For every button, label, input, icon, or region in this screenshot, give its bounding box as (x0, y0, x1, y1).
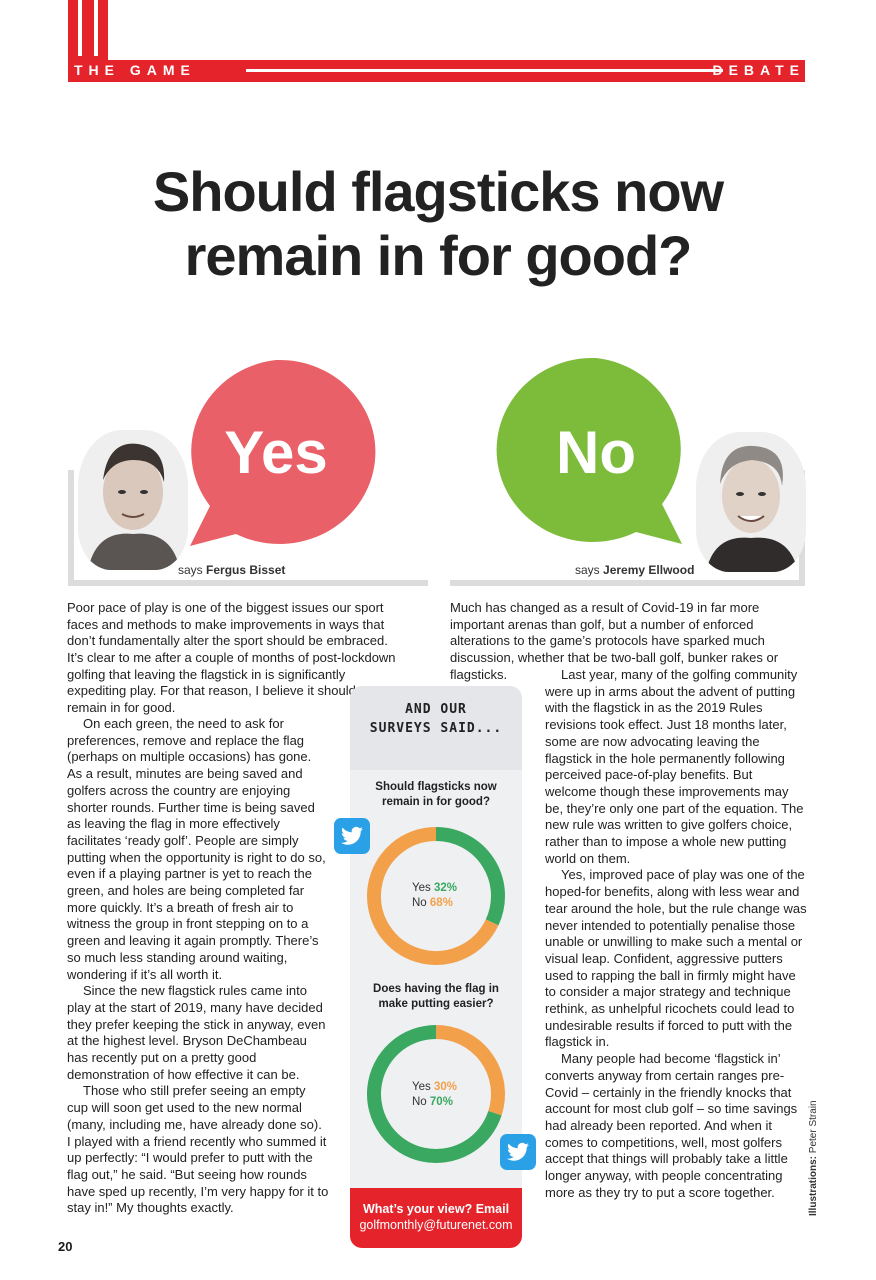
survey-1-yes-value: 32% (433, 882, 457, 894)
yes-paragraph-4: Since the new flagstick rules came into … (67, 983, 326, 1082)
survey-heading-line-2: SURVEYS SAID... (369, 721, 503, 736)
band-divider (246, 69, 723, 72)
yes-paragraph-3: On each green, the need to ask for prefe… (67, 716, 326, 982)
survey-donut-2 (367, 1025, 505, 1163)
no-paragraph-3: Many people had become ‘flagstick in’ co… (545, 1051, 798, 1200)
no-intro-paragraph: Much has changed as a result of Covid-19… (450, 600, 779, 682)
survey-result-1: Yes 32% No 68% (412, 881, 457, 911)
tab-stripe (78, 0, 82, 56)
section-label-left: THE GAME (74, 62, 196, 78)
fergus-bisset-portrait (78, 430, 188, 570)
no-author: Jeremy Ellwood (603, 563, 695, 577)
yes-paragraph-2: It’s clear to me after a couple of month… (67, 650, 396, 716)
twitter-icon (500, 1134, 536, 1170)
cta-prompt: What’s your view? Email (362, 1202, 510, 1216)
donut-slice-yes (435, 827, 505, 926)
survey-question-2: Does having the flag in make putting eas… (373, 983, 499, 1010)
yes-author: Fergus Bisset (206, 563, 286, 577)
page-number: 20 (58, 1239, 73, 1254)
title-line-1: Should flagsticks now (152, 160, 724, 223)
survey-2-no-value: 70% (429, 1096, 453, 1108)
donut-slice-no (367, 1025, 502, 1163)
survey-question-1: Should flagsticks now remain in for good… (375, 781, 497, 808)
no-says: says (575, 563, 600, 577)
survey-result-2: Yes 30% No 70% (412, 1080, 457, 1110)
survey-2-yes-row: Yes 30% (412, 1080, 457, 1095)
yes-byline: says Fergus Bisset (178, 563, 285, 577)
survey-1-no-label: No (412, 897, 427, 909)
donut-slice-no (367, 827, 499, 965)
yes-says: says (178, 563, 203, 577)
survey-2-no-label: No (412, 1096, 427, 1108)
credit-label: Illustrations: (808, 1155, 819, 1216)
yes-paragraph-1: Poor pace of play is one of the biggest … (67, 600, 388, 649)
no-speech-bubble (496, 357, 682, 544)
survey-1-yes-row: Yes 32% (412, 881, 457, 896)
yes-word: Yes (224, 419, 328, 486)
no-paragraph-1: Last year, many of the golfing community… (545, 667, 804, 866)
survey-header (350, 686, 522, 770)
illustration-credit: Illustrations: Peter Strain (808, 1100, 819, 1216)
no-word: No (556, 419, 636, 486)
section-label-right: DEBATE (712, 62, 805, 78)
email-cta[interactable]: What’s your view? Email golfmonthly@futu… (350, 1188, 522, 1248)
page-title: Should flagsticks now remain in for good… (40, 160, 836, 288)
jeremy-ellwood-portrait (696, 432, 806, 572)
survey-donut-1 (367, 827, 505, 965)
yes-article-body: On each green, the need to ask for prefe… (67, 716, 329, 1217)
section-band: THE GAME DEBATE (68, 60, 805, 82)
survey-heading-line-1: AND OUR (405, 702, 467, 717)
no-paragraph-2: Yes, improved pace of play was one of th… (545, 867, 807, 1050)
survey-2-no-row: No 70% (412, 1095, 457, 1110)
yes-article-top: Poor pace of play is one of the biggest … (67, 600, 413, 650)
survey-heading: AND OUR SURVEYS SAID... (350, 700, 522, 738)
survey-2-yes-value: 30% (433, 1081, 457, 1093)
yes-frame (68, 470, 428, 586)
title-line-2: remain in for good? (184, 224, 693, 287)
no-article-body: Last year, many of the golfing community… (545, 667, 807, 1202)
cta-email-link[interactable]: golfmonthly@futurenet.com (359, 1218, 513, 1232)
survey-1-no-value: 68% (429, 897, 453, 909)
donut-slice-yes (435, 1025, 505, 1116)
no-article-intro: Much has changed as a result of Covid-19… (450, 600, 806, 684)
yes-article-mid: It’s clear to me after a couple of month… (67, 650, 401, 717)
yes-paragraph-5: Those who still prefer seeing an empty c… (67, 1083, 329, 1216)
yes-speech-bubble (190, 359, 376, 546)
credit-name: Peter Strain (808, 1100, 819, 1154)
no-byline: says Jeremy Ellwood (575, 563, 694, 577)
header-tab (68, 0, 108, 62)
twitter-icon (334, 818, 370, 854)
survey-2-yes-label: Yes (412, 1081, 431, 1093)
tab-stripe (94, 0, 98, 56)
survey-1-no-row: No 68% (412, 896, 457, 911)
survey-1-yes-label: Yes (412, 882, 431, 894)
